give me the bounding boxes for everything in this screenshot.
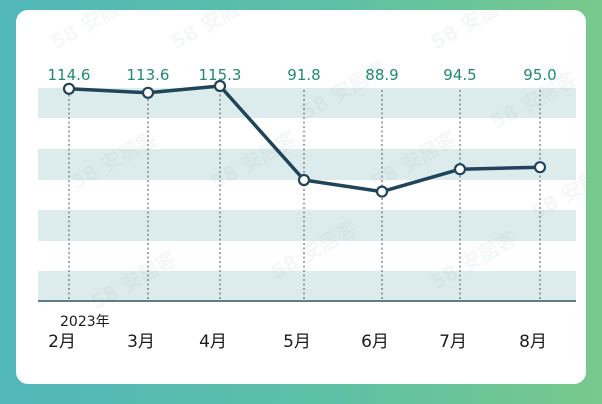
watermark-text: 58 安居客 [167, 10, 262, 54]
x-tick-label: 4月 [199, 332, 227, 352]
x-tick-label: 6月 [361, 332, 389, 352]
data-label: 113.6 [127, 66, 170, 84]
watermark-text: 58 安居客 [427, 10, 522, 54]
x-tick-label: 7月 [439, 332, 467, 352]
data-label: 115.3 [199, 66, 242, 84]
data-label: 91.8 [287, 66, 320, 84]
data-point [533, 161, 547, 174]
x-tick-label: 2月 [48, 332, 76, 352]
year-label: 2023年 [60, 314, 110, 330]
chart-card: 58 安居客 58 安居客 58 安居客 58 安居客 58 安居客 58 安居客 58 安… [16, 10, 586, 384]
grid-band [38, 210, 576, 241]
data-label: 88.9 [365, 66, 398, 84]
data-point [375, 185, 389, 198]
data-label: 95.0 [523, 66, 556, 84]
data-point [62, 82, 76, 95]
x-tick-label: 3月 [127, 332, 155, 352]
data-label: 94.5 [443, 66, 476, 84]
watermark-text: 58 安居客 [47, 10, 142, 54]
data-label: 114.6 [48, 66, 91, 84]
data-point [141, 86, 155, 99]
data-point [213, 79, 227, 93]
data-point [297, 173, 311, 187]
x-tick-label: 8月 [519, 332, 547, 352]
grid-band [38, 271, 576, 300]
x-tick-label: 5月 [283, 332, 311, 352]
data-point [453, 163, 467, 176]
